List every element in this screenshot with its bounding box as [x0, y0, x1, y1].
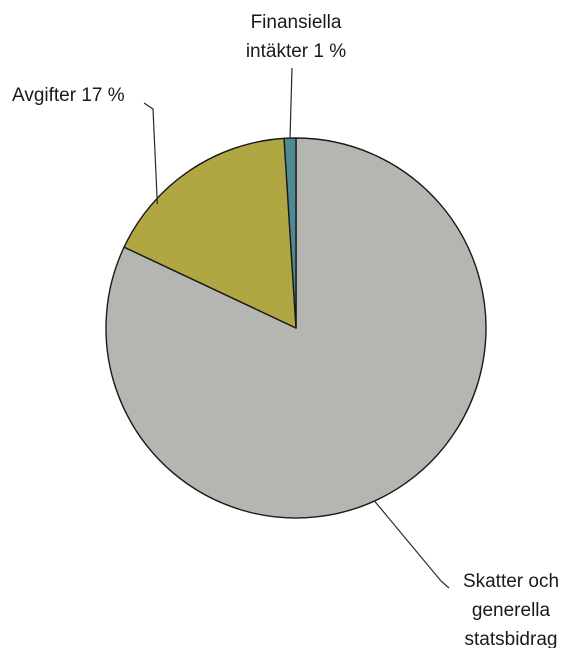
slice-label-line: intäkter 1 %	[246, 41, 346, 62]
leader-line	[374, 500, 450, 589]
slice-label: Finansiella intäkter 1 %	[246, 12, 346, 62]
pie-slice-finansiella-intäkter	[283, 137, 297, 329]
slice-label-line: Avgifter 17 %	[12, 85, 125, 106]
slice-label-line: statsbidrag	[465, 629, 558, 648]
leader-lines	[143, 67, 450, 589]
slice-label-line: Finansiella	[251, 12, 342, 33]
slice-label-line: Skatter och	[463, 571, 559, 592]
slice-labels: Skatter ochgenerellastatsbidrag82%Avgift…	[12, 12, 559, 648]
pie-slice-avgifter	[123, 137, 297, 329]
slice-label: Skatter ochgenerellastatsbidrag82%	[463, 571, 559, 648]
slice-label-line: generella	[472, 600, 551, 621]
pie-slices	[105, 137, 487, 519]
leader-line	[143, 102, 158, 205]
leader-line	[289, 67, 293, 139]
slice-label: Avgifter 17 %	[12, 85, 125, 106]
